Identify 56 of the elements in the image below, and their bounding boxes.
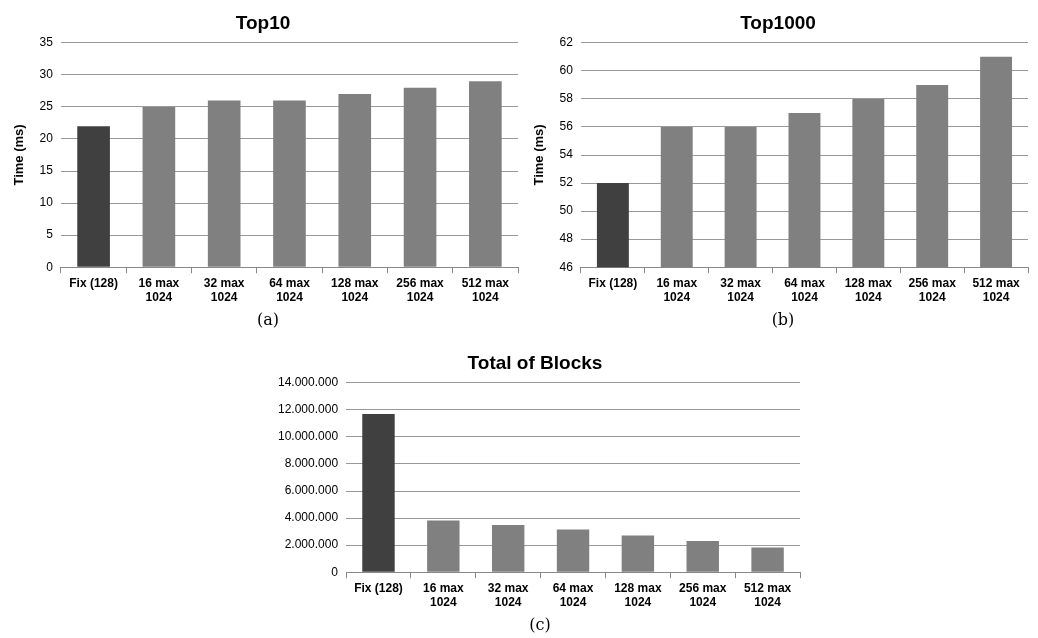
x-tick-label: 512 max 1024: [743, 580, 792, 610]
x-tick-label: 32 max 1024: [203, 275, 245, 305]
y-tick-label: 0: [46, 259, 54, 274]
x-tick-label: Fix (128): [69, 275, 118, 290]
y-tick-label: 10: [39, 195, 54, 210]
y-tick-label: 35: [39, 35, 54, 50]
y-tick-label: 8.000.000: [284, 456, 339, 471]
bar: [77, 126, 110, 267]
x-tick-label: 16 max 1024: [138, 275, 180, 305]
x-tick-label: 64 max 1024: [552, 580, 594, 610]
x-tick-label: 16 max 1024: [656, 275, 698, 305]
x-tick-label: Fix (128): [588, 275, 638, 290]
y-tick-label: 46: [559, 259, 574, 274]
y-tick-label: 56: [559, 119, 574, 134]
y-tick-label: 12.000.000: [278, 402, 339, 417]
y-tick-label: 0: [331, 564, 339, 579]
y-tick-label: 58: [559, 91, 574, 106]
x-tick-label: 32 max 1024: [487, 580, 529, 610]
x-tick-label: Fix (128): [354, 580, 403, 595]
y-tick-label: 62: [559, 35, 574, 50]
x-tick-label: 128 max 1024: [844, 275, 893, 305]
x-tick-label: 16 max 1024: [422, 580, 465, 610]
y-tick-label: 48: [559, 231, 574, 246]
y-tick-label: 10.000.000: [278, 429, 339, 444]
bar: [362, 413, 395, 572]
y-tick-label: 14.000.000: [278, 375, 339, 390]
text: (a): [256, 310, 280, 329]
y-tick-label: 15: [39, 163, 54, 178]
y-axis-title: Time (ms): [11, 124, 27, 186]
y-tick-label: 50: [559, 203, 574, 218]
y-tick-label: 6.000.000: [284, 483, 339, 498]
x-tick-label: 128 max 1024: [614, 580, 662, 610]
x-tick-label: 64 max 1024: [269, 275, 311, 305]
x-tick-label: 256 max 1024: [908, 275, 957, 305]
y-tick-label: 4.000.000: [284, 510, 339, 525]
chart-title: Total of Blocks: [467, 351, 603, 373]
y-tick-label: 25: [39, 99, 54, 114]
x-tick-label: 128 max 1024: [331, 275, 379, 305]
y-tick-label: 2.000.000: [284, 537, 339, 552]
y-tick-label: 5: [46, 227, 54, 242]
chart-title: Top10: [235, 11, 291, 33]
text: (b): [770, 310, 796, 329]
chart-title: Top1000: [740, 11, 816, 33]
x-tick-label: 512 max 1024: [461, 275, 510, 305]
y-tick-label: 20: [39, 131, 54, 146]
x-tick-label: 64 max 1024: [784, 275, 826, 305]
x-tick-label: 256 max 1024: [396, 275, 445, 305]
y-tick-label: 54: [559, 147, 574, 162]
y-tick-label: 60: [559, 63, 574, 78]
y-axis-title: Time (ms): [531, 124, 547, 186]
text: (c): [528, 615, 552, 634]
x-tick-label: 512 max 1024: [972, 275, 1021, 305]
y-tick-label: 30: [39, 67, 54, 82]
x-tick-label: 32 max 1024: [720, 275, 762, 305]
y-tick-label: 52: [559, 175, 574, 190]
x-tick-label: 256 max 1024: [679, 580, 727, 610]
